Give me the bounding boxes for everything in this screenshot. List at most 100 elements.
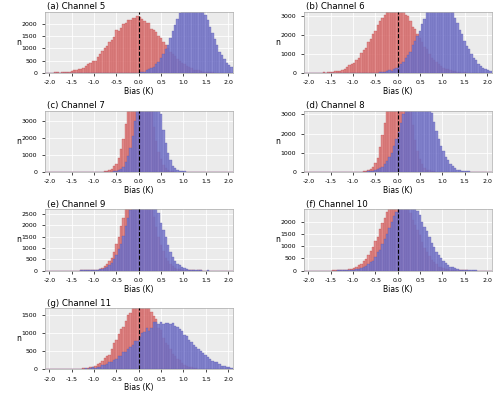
Bar	[165, 49, 167, 73]
Bar	[134, 192, 136, 271]
Bar	[475, 60, 478, 73]
Bar	[452, 267, 454, 271]
Bar	[442, 261, 445, 271]
Bar	[158, 213, 160, 271]
Bar	[391, 201, 393, 271]
Bar	[132, 201, 134, 271]
Bar	[482, 68, 485, 73]
Bar	[143, 59, 146, 172]
Bar	[113, 360, 115, 369]
Bar	[386, 213, 388, 271]
Bar	[395, 6, 398, 73]
Bar	[132, 18, 134, 73]
Y-axis label: n: n	[275, 235, 280, 245]
Bar	[158, 324, 160, 369]
Bar	[391, 71, 393, 73]
Bar	[461, 34, 464, 73]
Bar	[139, 181, 141, 271]
Bar	[355, 267, 358, 271]
Bar	[108, 362, 111, 369]
Bar	[134, 56, 136, 172]
Bar	[169, 252, 172, 271]
Bar	[228, 367, 230, 369]
Bar	[400, 64, 402, 73]
Bar	[155, 203, 158, 271]
Bar	[221, 55, 223, 73]
Bar	[205, 356, 207, 369]
Bar	[172, 166, 174, 172]
Bar	[146, 303, 148, 369]
Bar	[190, 0, 193, 73]
Bar	[167, 345, 169, 369]
Bar	[407, 16, 409, 73]
Bar	[99, 269, 101, 271]
Bar	[165, 323, 167, 369]
Bar	[136, 171, 139, 271]
Bar	[167, 48, 169, 73]
Bar	[449, 164, 452, 172]
Bar	[158, 36, 160, 73]
Bar	[122, 167, 125, 172]
Bar	[169, 171, 172, 172]
Bar	[127, 194, 129, 271]
Bar	[381, 135, 384, 172]
Bar	[435, 131, 438, 172]
Bar	[141, 171, 143, 271]
Bar	[456, 269, 459, 271]
Bar	[172, 257, 174, 271]
Bar	[344, 69, 346, 73]
Bar	[200, 351, 202, 369]
Bar	[407, 88, 409, 172]
Bar	[393, 199, 395, 271]
Bar	[440, 267, 442, 271]
Bar	[327, 72, 330, 73]
Bar	[115, 171, 118, 172]
Bar	[176, 19, 179, 73]
Bar	[136, 102, 139, 172]
Bar	[379, 147, 381, 172]
Bar	[162, 165, 165, 172]
Bar	[362, 267, 365, 271]
Bar	[125, 162, 127, 172]
Bar	[127, 20, 129, 73]
Bar	[489, 71, 492, 73]
Bar	[381, 167, 384, 172]
Bar	[101, 268, 104, 271]
Bar	[148, 23, 151, 73]
Bar	[169, 38, 172, 73]
Bar	[115, 255, 118, 271]
Bar	[96, 270, 99, 271]
Bar	[174, 261, 176, 271]
Bar	[141, 333, 143, 369]
Bar	[407, 55, 409, 73]
Bar	[139, 43, 141, 172]
Bar	[162, 42, 165, 73]
Bar	[148, 42, 151, 172]
Bar	[398, 196, 400, 271]
Bar	[226, 367, 228, 369]
Bar	[426, 49, 428, 73]
Bar	[174, 268, 176, 271]
Bar	[398, 132, 400, 172]
Bar	[424, 227, 426, 271]
Bar	[381, 223, 384, 271]
Bar	[355, 269, 358, 271]
Bar	[452, 12, 454, 73]
Bar	[94, 368, 96, 369]
Bar	[169, 52, 172, 73]
Bar	[445, 269, 447, 271]
Bar	[179, 171, 181, 172]
Bar	[381, 72, 384, 73]
Bar	[438, 139, 440, 172]
Bar	[370, 171, 372, 172]
Bar	[122, 352, 125, 369]
Bar	[136, 301, 139, 369]
Bar	[353, 63, 355, 73]
Bar	[195, 368, 198, 369]
Bar	[146, 75, 148, 172]
Bar	[125, 321, 127, 369]
Bar	[487, 70, 489, 73]
Bar	[395, 199, 398, 271]
Bar	[162, 230, 165, 271]
Bar	[96, 364, 99, 369]
